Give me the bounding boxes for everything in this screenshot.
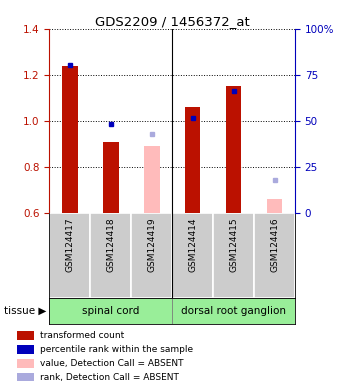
Bar (17, 331, 33, 340)
Text: GSM124414: GSM124414 (188, 217, 197, 272)
Text: tissue ▶: tissue ▶ (4, 306, 46, 316)
Bar (267, 199, 282, 213)
FancyBboxPatch shape (254, 213, 295, 298)
Bar (62, 66, 78, 213)
FancyBboxPatch shape (49, 298, 172, 324)
FancyBboxPatch shape (213, 213, 254, 298)
Text: rank, Detection Call = ABSENT: rank, Detection Call = ABSENT (40, 372, 179, 382)
FancyBboxPatch shape (172, 213, 213, 298)
Text: transformed count: transformed count (40, 331, 124, 340)
Text: GSM124417: GSM124417 (65, 217, 74, 272)
Bar (103, 142, 119, 213)
Bar (17, 345, 33, 354)
Text: GSM124415: GSM124415 (229, 217, 238, 272)
Text: spinal cord: spinal cord (82, 306, 139, 316)
Bar (226, 86, 241, 213)
Bar (144, 146, 160, 213)
FancyBboxPatch shape (90, 213, 131, 298)
Text: percentile rank within the sample: percentile rank within the sample (40, 345, 193, 354)
Title: GDS2209 / 1456372_at: GDS2209 / 1456372_at (95, 15, 250, 28)
Text: GSM124418: GSM124418 (106, 217, 115, 272)
Bar (17, 359, 33, 367)
FancyBboxPatch shape (172, 298, 295, 324)
Text: GSM124416: GSM124416 (270, 217, 279, 272)
FancyBboxPatch shape (131, 213, 172, 298)
Bar (185, 107, 201, 213)
FancyBboxPatch shape (49, 213, 90, 298)
Text: value, Detection Call = ABSENT: value, Detection Call = ABSENT (40, 359, 184, 367)
Text: dorsal root ganglion: dorsal root ganglion (181, 306, 286, 316)
Text: GSM124419: GSM124419 (147, 217, 156, 272)
Bar (17, 372, 33, 381)
